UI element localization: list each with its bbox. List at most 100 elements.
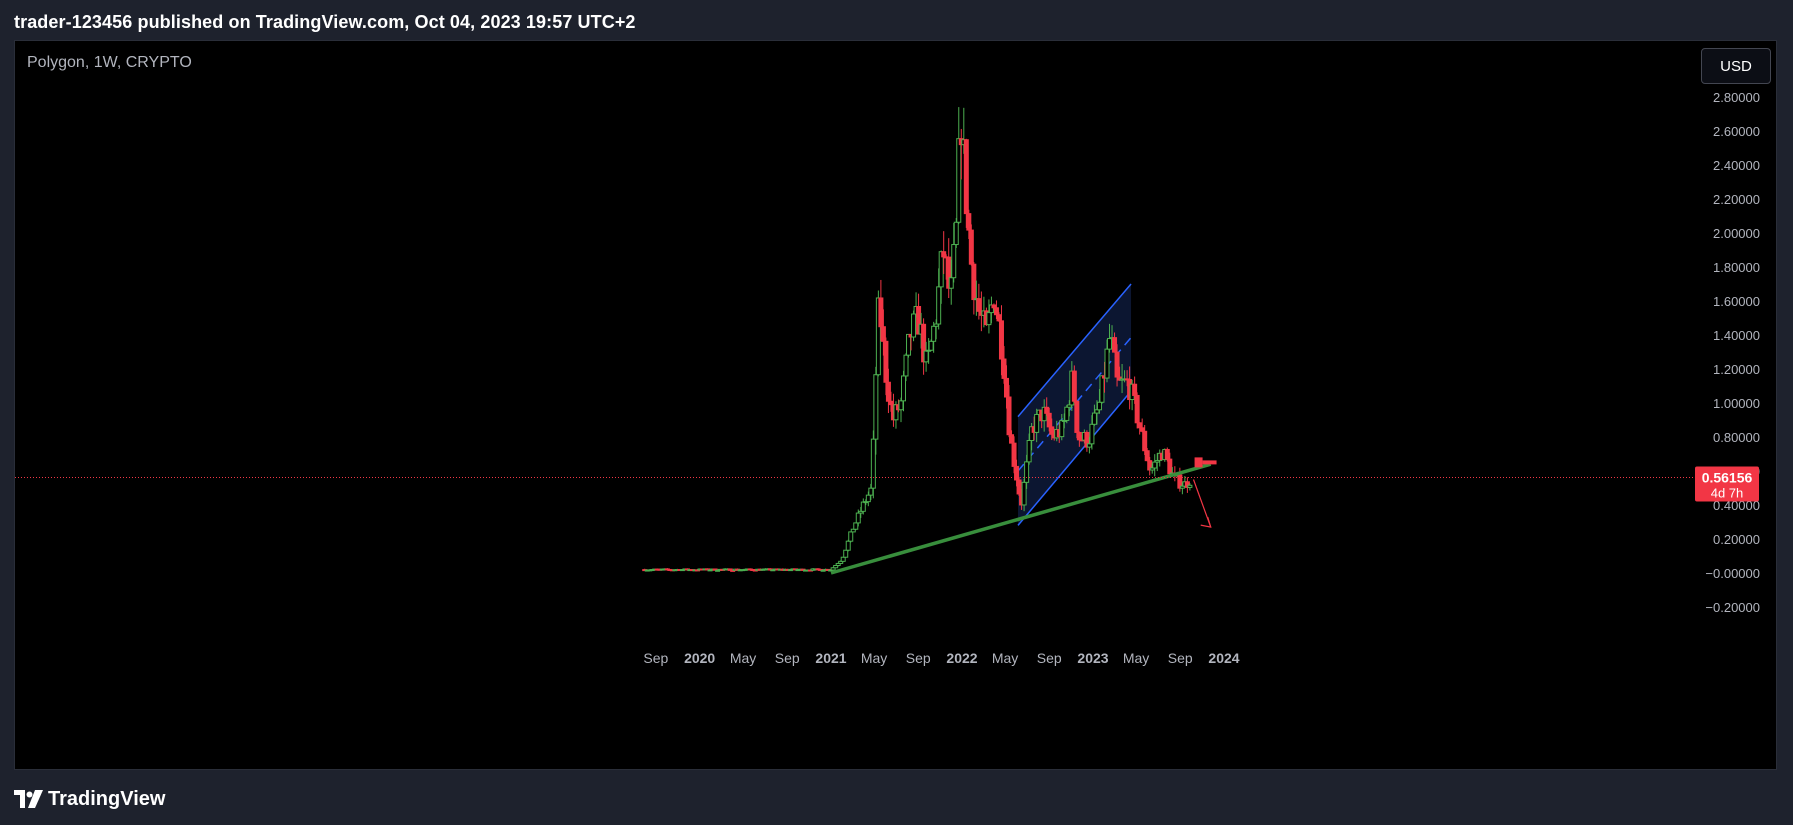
candle-body bbox=[1064, 406, 1070, 421]
candle-body bbox=[833, 564, 839, 569]
candle-body bbox=[1014, 465, 1020, 481]
candle-body bbox=[845, 540, 851, 551]
candle-body bbox=[848, 531, 854, 542]
x-axis-tick-label: 2023 bbox=[1077, 650, 1108, 666]
candle-body bbox=[1112, 337, 1118, 353]
x-axis-tick-label: 2021 bbox=[815, 650, 846, 666]
candle-body bbox=[928, 340, 934, 351]
candle-body bbox=[898, 400, 904, 411]
x-axis-tick-label: May bbox=[730, 650, 756, 666]
y-axis-tick-label: 2.20000 bbox=[1713, 192, 1760, 207]
candle-body bbox=[893, 404, 899, 421]
bar-countdown-label: 4d 7h bbox=[1711, 486, 1744, 501]
candle-body bbox=[921, 323, 927, 363]
candle-body bbox=[998, 320, 1004, 360]
candle-body bbox=[878, 297, 884, 328]
candle-body bbox=[1114, 351, 1120, 378]
candle-body bbox=[1006, 396, 1012, 436]
channel-upper-line bbox=[1017, 283, 1132, 418]
candle-body bbox=[916, 306, 922, 335]
candle-body bbox=[911, 313, 917, 338]
x-axis-tick-label: 2020 bbox=[684, 650, 715, 666]
tradingview-logo[interactable]: TradingView bbox=[14, 787, 165, 811]
symbol-label: Polygon, 1W, CRYPTO bbox=[27, 54, 192, 71]
projection-arrowhead bbox=[1200, 516, 1212, 528]
candle-body bbox=[1021, 481, 1027, 506]
candle-body bbox=[860, 501, 866, 512]
candle-body bbox=[888, 400, 894, 406]
candle-body bbox=[946, 256, 952, 289]
candle-body bbox=[830, 567, 836, 571]
candle-body bbox=[938, 251, 944, 288]
candle-body bbox=[976, 298, 982, 312]
candle-body bbox=[963, 139, 969, 215]
chart-pane[interactable]: 2.80000 2.60000 2.40000 2.20000 2.00000 1.800… bbox=[14, 40, 1777, 770]
candle-body bbox=[1144, 450, 1150, 462]
channel-lower-line bbox=[1017, 390, 1132, 526]
candle-body bbox=[858, 510, 864, 514]
candle-body bbox=[863, 501, 869, 504]
x-axis-tick-label: May bbox=[861, 650, 887, 666]
x-axis-tick-label: Sep bbox=[1168, 650, 1193, 666]
x-axis-tick-label: May bbox=[992, 650, 1018, 666]
candle-body bbox=[1177, 474, 1183, 489]
candle-body bbox=[1184, 481, 1190, 488]
candle-body bbox=[948, 277, 954, 289]
candle-body bbox=[850, 528, 856, 533]
candle-body bbox=[900, 375, 906, 402]
candle-body bbox=[1061, 419, 1067, 422]
candle-body bbox=[1034, 413, 1040, 433]
candle-body bbox=[1011, 442, 1017, 467]
y-axis-tick-label: 2.00000 bbox=[1713, 226, 1760, 241]
tradingview-logo-icon bbox=[14, 790, 43, 808]
candle-body bbox=[1001, 358, 1007, 379]
y-axis-tick-label: 2.40000 bbox=[1713, 158, 1760, 173]
tradingview-brand-text: TradingView bbox=[48, 787, 166, 810]
x-axis-tick-label: 2024 bbox=[1208, 650, 1239, 666]
x-axis-tick-label: Sep bbox=[775, 650, 800, 666]
y-axis-tick-label: 1.00000 bbox=[1713, 396, 1760, 411]
candle-body bbox=[1066, 404, 1072, 408]
candle-body bbox=[885, 381, 891, 402]
candle-body bbox=[991, 304, 997, 309]
candle-body bbox=[923, 350, 929, 363]
candle-body bbox=[868, 487, 874, 496]
candle-body bbox=[906, 333, 912, 356]
candle-body bbox=[835, 562, 841, 566]
y-axis-tick-label: 0.20000 bbox=[1713, 532, 1760, 547]
y-axis-tick-label: 1.60000 bbox=[1713, 294, 1760, 309]
candle-body bbox=[903, 354, 909, 377]
candle-body bbox=[1016, 479, 1022, 495]
candle-body bbox=[956, 138, 962, 223]
current-price-label: 0.56156 bbox=[1702, 470, 1753, 486]
candle-body bbox=[951, 244, 957, 279]
candle-body bbox=[840, 556, 846, 562]
candle-body bbox=[1086, 443, 1092, 448]
price-label-box bbox=[1695, 466, 1759, 502]
candle-body bbox=[1154, 460, 1160, 463]
x-axis-tick-label: May bbox=[1123, 650, 1149, 666]
y-axis-tick-label: 1.80000 bbox=[1713, 260, 1760, 275]
candle-body bbox=[1139, 427, 1145, 432]
x-axis-tick-label: Sep bbox=[1037, 650, 1062, 666]
candle-body bbox=[936, 286, 942, 325]
flag-marker-icon bbox=[1194, 457, 1203, 468]
candle-body bbox=[971, 263, 977, 301]
candle-body bbox=[1137, 422, 1143, 429]
candle-body bbox=[1149, 467, 1155, 471]
candle-body bbox=[1071, 370, 1077, 402]
candle-body bbox=[1167, 458, 1173, 475]
candle-body bbox=[933, 323, 939, 327]
candle-body bbox=[1089, 423, 1095, 445]
currency-button[interactable]: USD bbox=[1701, 48, 1771, 84]
candle-body bbox=[880, 326, 886, 342]
candle-body bbox=[986, 312, 992, 326]
support-trendline bbox=[830, 462, 1212, 575]
candle-body bbox=[865, 494, 871, 503]
candle-body bbox=[1132, 383, 1138, 396]
candle-body bbox=[966, 213, 972, 231]
price-chart[interactable]: 2.80000 2.60000 2.40000 2.20000 2.00000 1.800… bbox=[15, 41, 1776, 769]
candle-body bbox=[993, 307, 999, 316]
candle-body bbox=[1094, 409, 1100, 414]
candle-body bbox=[883, 340, 889, 383]
